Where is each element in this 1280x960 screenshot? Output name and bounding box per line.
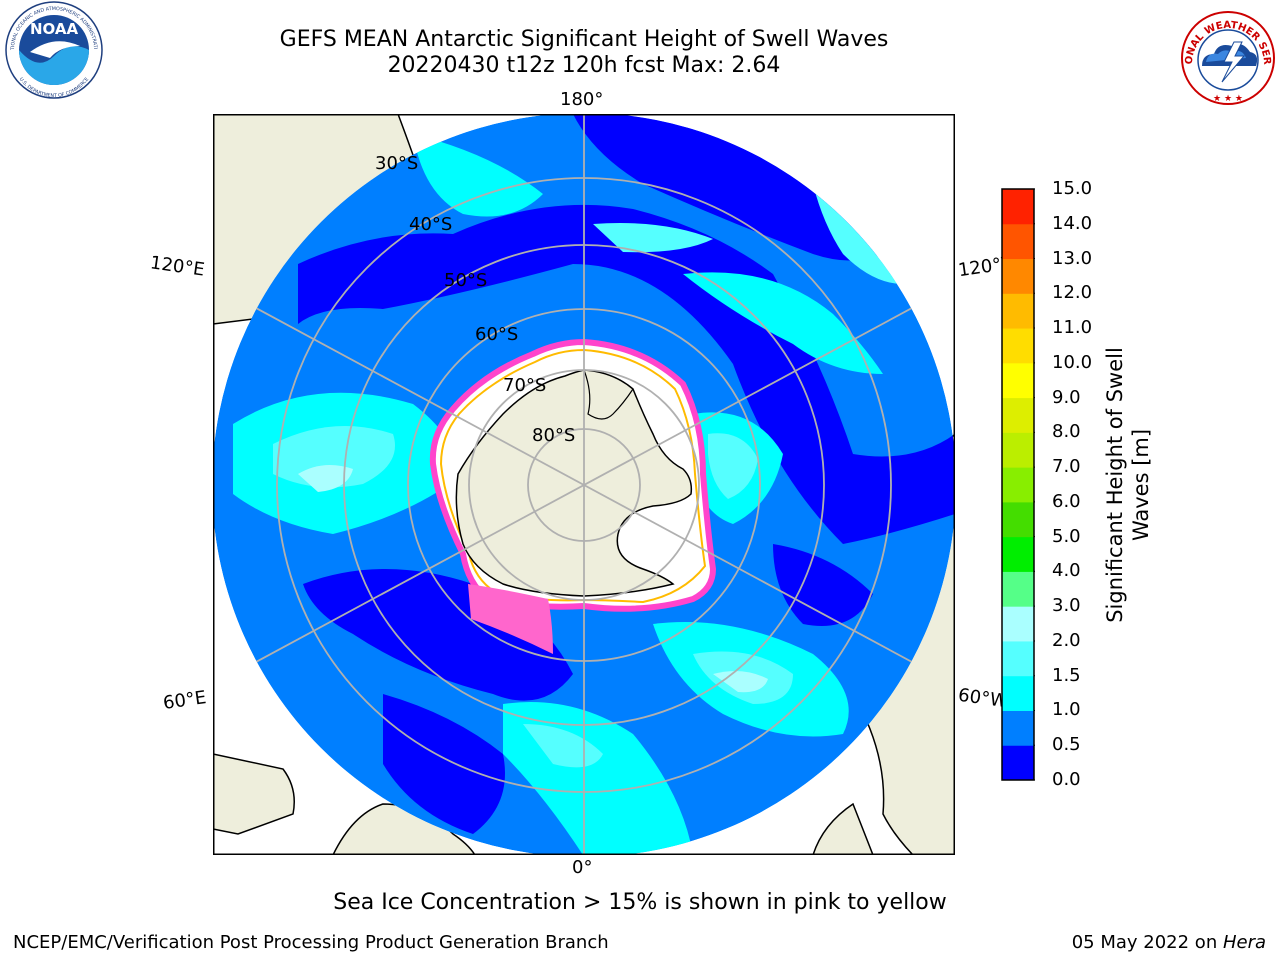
lon-label-0: 0°: [572, 857, 593, 878]
colorbar-tick-label: 14.0: [1052, 212, 1093, 234]
colorbar-segment: [1002, 571, 1034, 607]
lat-label-80s: 80°S: [532, 425, 575, 446]
chart-subtitle: 20220430 t12z 120h fcst Max: 2.64: [387, 53, 781, 78]
footer-host: Hera: [1222, 932, 1266, 953]
colorbar-segment: [1002, 606, 1034, 642]
colorbar: [1001, 188, 1035, 781]
colorbar-tick-label: 11.0: [1052, 317, 1093, 339]
colorbar-tick-label: 3.0: [1052, 595, 1081, 617]
colorbar-tick-label: 6.0: [1052, 490, 1081, 512]
colorbar-tick-label: 7.0: [1052, 456, 1081, 478]
colorbar-frame: [1001, 188, 1035, 781]
colorbar-segment: [1002, 745, 1034, 781]
lat-label-60s: 60°S: [475, 324, 518, 345]
colorbar-segment: [1002, 189, 1034, 225]
lon-label-60e: 60°E: [161, 687, 208, 714]
lat-label-40s: 40°S: [409, 214, 452, 235]
colorbar-label-line2: Waves [m]: [1129, 428, 1153, 542]
colorbar-segment: [1002, 223, 1034, 260]
antarctica-land: [455, 369, 693, 597]
colorbar-tick-label: 1.0: [1052, 699, 1081, 721]
footer-credit: NCEP/EMC/Verification Post Processing Pr…: [13, 932, 609, 953]
colorbar-segment: [1002, 397, 1034, 433]
noaa-logo: NOAA NATIONAL OCEANIC AND ATMOSPHERIC AD…: [0, 0, 103, 99]
colorbar-tick-label: 10.0: [1052, 351, 1093, 373]
colorbar-segment: [1002, 328, 1034, 364]
colorbar-tick-label: 2.0: [1052, 629, 1081, 651]
sea-ice-note: Sea Ice Concentration > 15% is shown in …: [333, 890, 947, 915]
colorbar-tick-label: 15.0: [1052, 178, 1093, 199]
colorbar-segment: [1002, 293, 1034, 329]
lon-label-180: 180°: [560, 89, 604, 110]
noaa-text: NOAA: [30, 20, 79, 38]
footer-date-text: 05 May 2022 on: [1071, 932, 1223, 953]
colorbar-tick-label: 0.5: [1052, 734, 1081, 756]
nws-star-icon: ★ ★ ★: [1213, 94, 1243, 104]
colorbar-segment: [1002, 640, 1034, 677]
colorbar-segment: [1002, 710, 1034, 746]
lat-label-50s: 50°S: [444, 270, 487, 291]
polar-map: 30°S 40°S 50°S 60°S 70°S 80°S: [213, 114, 955, 855]
lat-label-30s: 30°S: [375, 153, 418, 174]
colorbar-tick-label: 5.0: [1052, 525, 1081, 547]
colorbar-segment: [1002, 536, 1034, 572]
colorbar-segment: [1002, 467, 1034, 503]
map-frame: [213, 114, 955, 855]
colorbar-tick-label: 8.0: [1052, 421, 1081, 443]
colorbar-tick-label: 12.0: [1052, 282, 1093, 304]
colorbar-segment: [1002, 501, 1034, 538]
lon-label-120e: 120°E: [148, 252, 206, 281]
colorbar-segment: [1002, 675, 1034, 711]
graticule: [213, 114, 955, 855]
lat-label-70s: 70°S: [503, 375, 546, 396]
colorbar-segment: [1002, 432, 1034, 468]
chart-title: GEFS MEAN Antarctic Significant Height o…: [279, 27, 889, 52]
ocean-field: [213, 114, 955, 855]
colorbar-tick-label: 0.0: [1052, 769, 1081, 790]
colorbar-tick-label: 4.0: [1052, 560, 1081, 582]
colorbar-tick-label: 13.0: [1052, 247, 1093, 269]
colorbar-segment: [1002, 258, 1034, 294]
nws-logo: NATIONAL WEATHER SERVICE ★ ★ ★: [1178, 8, 1275, 105]
footer-date: 05 May 2022 on Hera: [1072, 932, 1266, 953]
colorbar-segment: [1002, 362, 1034, 399]
colorbar-tick-label: 9.0: [1052, 386, 1081, 408]
colorbar-tick-label: 1.5: [1052, 664, 1081, 686]
colorbar-label-line1: Significant Height of Swell: [1103, 347, 1127, 623]
